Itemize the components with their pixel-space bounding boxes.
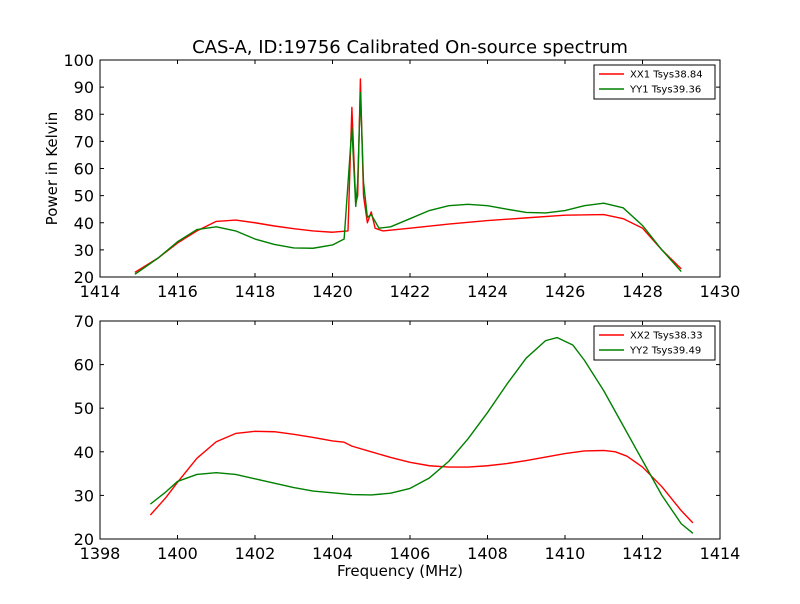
- x-tick-label: 1408: [467, 544, 508, 563]
- x-tick-label: 1416: [157, 282, 198, 301]
- chart-1: 1414 1416 1418 1420 1422 1424 1426 1428 1430 20 30…: [43, 51, 740, 301]
- series-line-1: [149, 430, 694, 524]
- y-tick-label: 40: [74, 214, 94, 233]
- x-tick-label: 1426: [545, 282, 586, 301]
- legend-label: XX2 Tsys38.33: [630, 331, 703, 342]
- y-tick-label: 70: [74, 132, 94, 151]
- series-line-2: [134, 91, 682, 275]
- y-tick-label: 40: [74, 443, 94, 462]
- legend-label: YY1 Tsys39.36: [629, 85, 701, 96]
- y-tick-label: 20: [74, 530, 94, 549]
- x-axis-title: Frequency (MHz): [337, 562, 463, 580]
- y-tick-label: 50: [74, 187, 94, 206]
- x-tick-label: 1424: [467, 282, 508, 301]
- x-tick-label: 1402: [235, 544, 276, 563]
- x-tick-label: 1404: [312, 544, 353, 563]
- x-tick-label: 1414: [700, 544, 741, 563]
- x-tick-label: 1406: [390, 544, 431, 563]
- y-tick-label: 30: [74, 241, 94, 260]
- x-tick-label: 1410: [545, 544, 586, 563]
- y-tick-label: 60: [74, 160, 94, 179]
- x-tick-label: 1400: [157, 544, 198, 563]
- legend-label: YY2 Tsys39.49: [629, 346, 701, 357]
- legend-label: XX1 Tsys38.84: [630, 70, 703, 81]
- y-tick-label: 90: [74, 78, 94, 97]
- legend-box: [593, 325, 716, 361]
- series-line-1: [134, 78, 682, 273]
- series-line-2: [149, 336, 694, 534]
- x-tick-label: 1398: [80, 544, 121, 563]
- y-tick-label: 20: [74, 268, 94, 287]
- y-tick-label: 60: [74, 356, 94, 375]
- x-tick-label: 1420: [312, 282, 353, 301]
- x-tick-label: 1414: [80, 282, 121, 301]
- legend: XX2 Tsys38.33 YY2 Tsys39.49: [593, 325, 716, 361]
- x-tick-label: 1412: [622, 544, 663, 563]
- y-tick-label: 100: [63, 51, 94, 70]
- y-tick-label: 80: [74, 105, 94, 124]
- chart-2: 1398 1400 1402 1404 1406 1408 1410 1412 1414 20 30…: [74, 312, 741, 580]
- x-tick-label: 1418: [235, 282, 276, 301]
- y-tick-label: 30: [74, 486, 94, 505]
- x-tick-label: 1428: [622, 282, 663, 301]
- legend-box: [593, 64, 716, 100]
- legend: XX1 Tsys38.84 YY1 Tsys39.36: [593, 64, 716, 100]
- x-tick-label: 1422: [390, 282, 431, 301]
- x-tick-label: 1430: [700, 282, 741, 301]
- y-axis-title: Power in Kelvin: [43, 112, 61, 226]
- figure-title: CAS-A, ID:19756 Calibrated On-source spe…: [192, 37, 628, 58]
- y-tick-label: 70: [74, 312, 94, 331]
- y-tick-label: 50: [74, 399, 94, 418]
